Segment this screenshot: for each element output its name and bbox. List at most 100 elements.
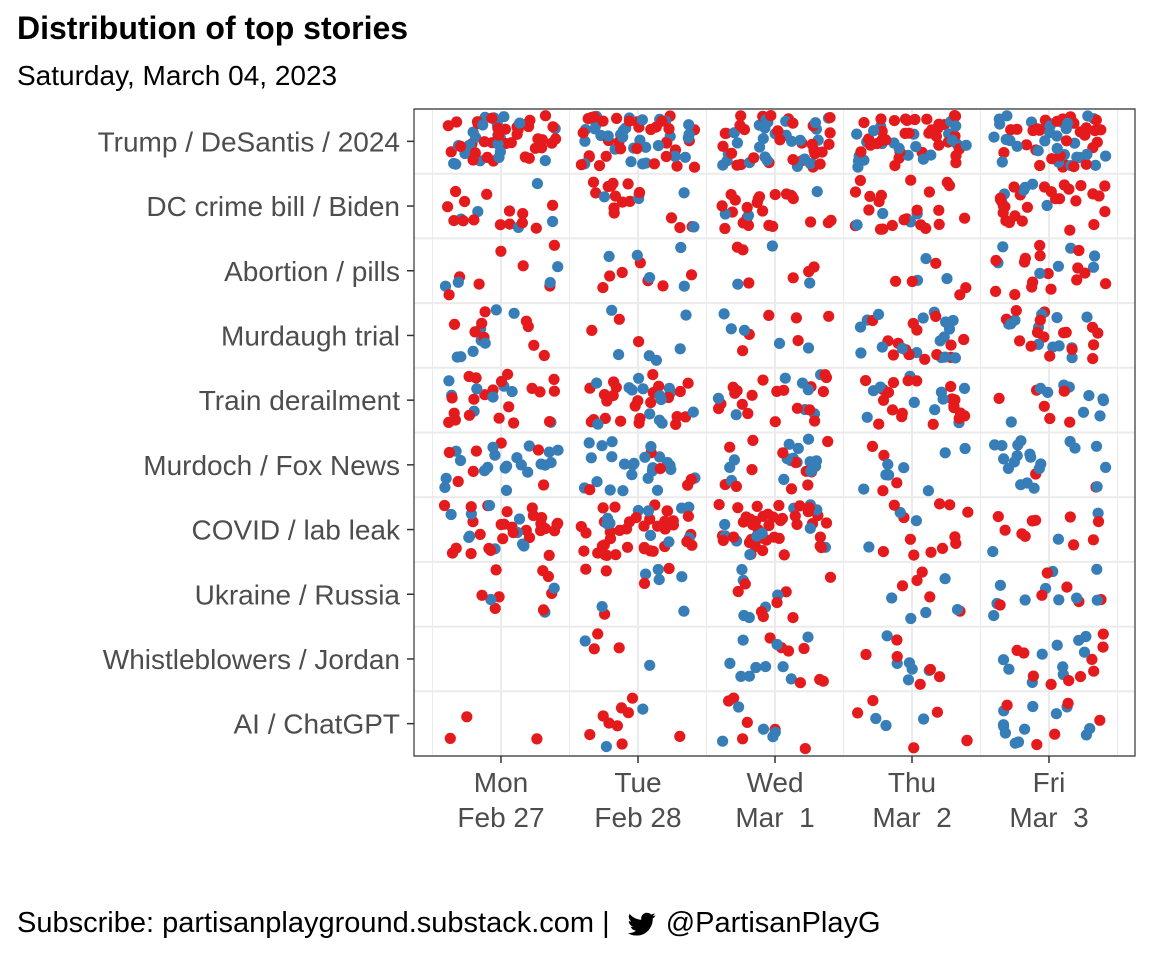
data-point bbox=[941, 273, 953, 285]
data-point bbox=[1025, 340, 1037, 352]
data-point bbox=[492, 138, 504, 150]
data-point bbox=[596, 601, 608, 613]
data-point bbox=[870, 712, 882, 725]
data-point bbox=[477, 119, 489, 131]
data-point bbox=[737, 634, 749, 646]
data-point bbox=[1044, 412, 1056, 425]
data-point bbox=[1086, 653, 1098, 666]
data-point bbox=[586, 324, 598, 336]
data-point bbox=[881, 630, 893, 642]
data-point bbox=[627, 459, 639, 471]
data-point bbox=[737, 244, 749, 256]
data-point bbox=[803, 502, 816, 514]
data-point bbox=[651, 484, 664, 496]
data-point bbox=[1032, 145, 1044, 157]
data-point bbox=[802, 631, 814, 643]
data-point bbox=[616, 738, 628, 750]
data-point bbox=[728, 454, 741, 466]
data-point bbox=[514, 117, 526, 129]
data-point bbox=[657, 280, 669, 292]
data-point bbox=[645, 441, 657, 453]
data-point bbox=[531, 733, 543, 745]
data-point bbox=[886, 404, 899, 416]
data-point bbox=[676, 571, 688, 583]
data-point bbox=[633, 372, 645, 384]
data-point bbox=[1016, 528, 1028, 540]
data-point bbox=[686, 539, 698, 551]
data-point bbox=[730, 409, 742, 421]
data-point bbox=[463, 531, 475, 544]
data-point bbox=[860, 648, 872, 661]
data-point bbox=[777, 661, 789, 673]
data-point bbox=[539, 110, 552, 122]
data-point bbox=[450, 185, 462, 198]
data-point bbox=[875, 189, 888, 201]
data-point bbox=[783, 438, 795, 450]
data-point bbox=[724, 657, 736, 670]
data-point bbox=[495, 518, 507, 531]
data-point bbox=[489, 602, 501, 615]
data-point bbox=[1099, 206, 1111, 218]
data-point bbox=[939, 447, 951, 459]
data-point bbox=[1066, 352, 1078, 364]
data-point bbox=[508, 307, 520, 319]
data-point bbox=[494, 219, 506, 231]
data-point bbox=[640, 157, 652, 169]
data-point bbox=[747, 434, 759, 446]
y-tick-label: COVID / lab leak bbox=[191, 515, 401, 546]
data-point bbox=[663, 382, 676, 394]
data-point bbox=[476, 317, 488, 329]
data-point bbox=[1077, 406, 1090, 418]
data-point bbox=[924, 591, 936, 603]
data-point bbox=[782, 645, 795, 657]
data-point bbox=[769, 189, 781, 201]
data-point bbox=[960, 139, 972, 151]
twitter-bird-icon bbox=[626, 910, 658, 938]
data-point bbox=[911, 204, 923, 216]
data-point bbox=[661, 505, 674, 517]
data-point bbox=[876, 341, 888, 353]
data-point bbox=[465, 548, 477, 560]
data-point bbox=[958, 382, 971, 394]
data-point bbox=[851, 128, 863, 140]
data-point bbox=[465, 501, 477, 513]
data-point bbox=[548, 385, 561, 397]
data-point bbox=[647, 545, 659, 557]
data-point bbox=[1011, 123, 1023, 135]
data-point bbox=[588, 643, 600, 655]
caption-text: Subscribe: partisanplayground.substack.c… bbox=[17, 907, 618, 939]
data-point bbox=[643, 350, 655, 362]
data-point bbox=[1042, 386, 1054, 398]
data-point bbox=[1027, 700, 1039, 713]
data-point bbox=[933, 139, 945, 151]
data-point bbox=[814, 158, 826, 170]
data-point bbox=[992, 510, 1004, 523]
data-point bbox=[532, 444, 545, 456]
x-tick-date: Mar 1 bbox=[735, 802, 814, 833]
data-point bbox=[1010, 305, 1022, 317]
data-point bbox=[518, 540, 530, 552]
data-point bbox=[1051, 312, 1063, 324]
data-point bbox=[1038, 400, 1050, 412]
data-point bbox=[910, 141, 922, 153]
data-point bbox=[735, 670, 747, 683]
data-point bbox=[945, 380, 957, 393]
data-point bbox=[990, 285, 1002, 297]
data-point bbox=[757, 205, 769, 217]
data-point bbox=[994, 599, 1006, 611]
data-point bbox=[1069, 442, 1081, 454]
data-point bbox=[814, 673, 826, 686]
data-point bbox=[766, 240, 779, 252]
data-point bbox=[771, 385, 783, 397]
data-point bbox=[1100, 461, 1112, 473]
data-point bbox=[445, 146, 457, 158]
data-point bbox=[802, 342, 815, 354]
data-point bbox=[732, 585, 744, 598]
data-point bbox=[1027, 670, 1039, 682]
data-point bbox=[882, 386, 895, 398]
data-point bbox=[1058, 179, 1070, 191]
data-point bbox=[614, 524, 626, 537]
data-point bbox=[1015, 435, 1027, 447]
data-point bbox=[1031, 739, 1043, 751]
data-point bbox=[644, 272, 656, 284]
